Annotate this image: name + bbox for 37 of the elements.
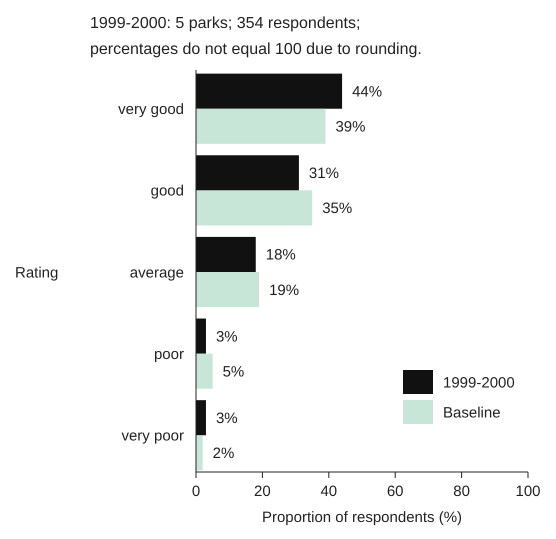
x-tick-label: 80 [453,483,470,500]
chart-title: 1999-2000: 5 parks; 354 respondents; [90,15,360,32]
data-label: 44% [352,83,382,100]
data-label: 3% [216,410,238,427]
bar [196,108,326,144]
x-tick-label: 100 [515,483,541,500]
x-tick-label: 40 [320,483,338,500]
x-tick-label: 60 [386,483,404,500]
bar [196,155,299,190]
legend-label: Baseline [443,404,501,422]
chart-subtitle: percentages do not equal 100 due to rounding. [90,41,422,58]
y-tick-label: very good [118,100,184,118]
legend-label: 1999-2000 [443,374,515,392]
bar [196,74,342,109]
y-tick-label: poor [154,346,184,363]
x-axis-title: Proportion of respondents (%) [262,509,462,526]
data-label: 3% [216,328,238,346]
bar [196,272,260,308]
bar [196,190,312,226]
data-label: 35% [322,200,352,218]
bar [196,354,213,389]
bar [196,236,256,272]
y-axis-title: Rating [15,264,58,282]
data-label: 2% [212,445,234,462]
bar [196,318,206,354]
data-label: 39% [335,118,366,136]
y-tick-label: very poor [121,428,184,445]
data-label: 18% [266,246,296,264]
data-label: 31% [308,165,339,182]
x-tick-label: 20 [254,483,271,500]
data-label: 19% [269,282,300,299]
bar [196,435,203,470]
data-label: 5% [222,363,244,380]
x-tick-label: 0 [192,483,200,500]
bar [196,400,206,436]
y-tick-label: good [150,182,184,200]
y-tick-label: average [130,264,184,282]
